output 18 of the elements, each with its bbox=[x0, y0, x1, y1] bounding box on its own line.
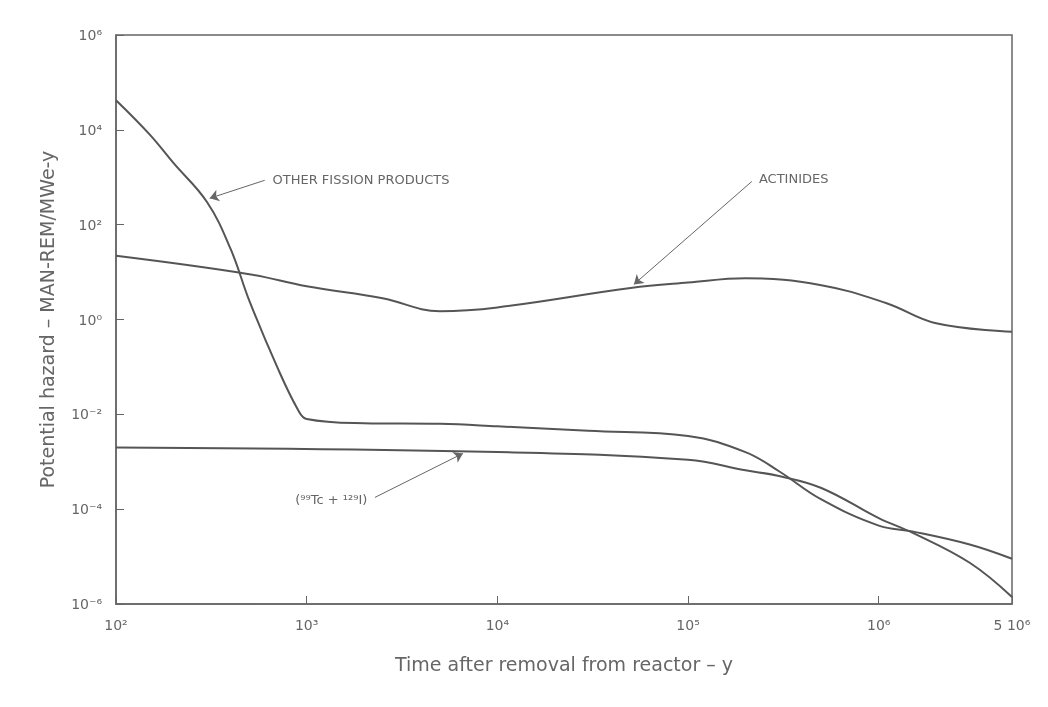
x-tick-label: 10⁶ bbox=[867, 617, 891, 633]
x-tick-label: 10³ bbox=[294, 617, 319, 633]
y-tick-label: 10⁴ bbox=[78, 121, 103, 138]
annotation: ACTINIDES bbox=[758, 171, 829, 187]
y-tick-label: 10⁻⁶ bbox=[71, 596, 103, 612]
x-tick-label: 5 10⁶ bbox=[993, 617, 1031, 633]
y-tick-label: 10⁻² bbox=[71, 406, 102, 423]
x-axis-title: Time after removal from reactor – y bbox=[393, 652, 734, 675]
y-tick-label: 10⁻⁴ bbox=[71, 501, 103, 518]
y-axis-title: Potential hazard – MAN-REM/MWe-y bbox=[35, 150, 58, 489]
y-tick-label: 10² bbox=[78, 216, 102, 233]
x-tick-label: 10² bbox=[104, 617, 128, 633]
x-tick-label: 10⁵ bbox=[676, 617, 700, 633]
annotation: OTHER FISSION PRODUCTS bbox=[272, 171, 450, 187]
y-tick-label: 10⁶ bbox=[78, 27, 103, 43]
annotation: (⁹⁹Tc + ¹²⁹I) bbox=[295, 491, 368, 507]
y-tick-label: 10⁰ bbox=[78, 311, 103, 328]
x-tick-label: 10⁴ bbox=[485, 617, 510, 633]
